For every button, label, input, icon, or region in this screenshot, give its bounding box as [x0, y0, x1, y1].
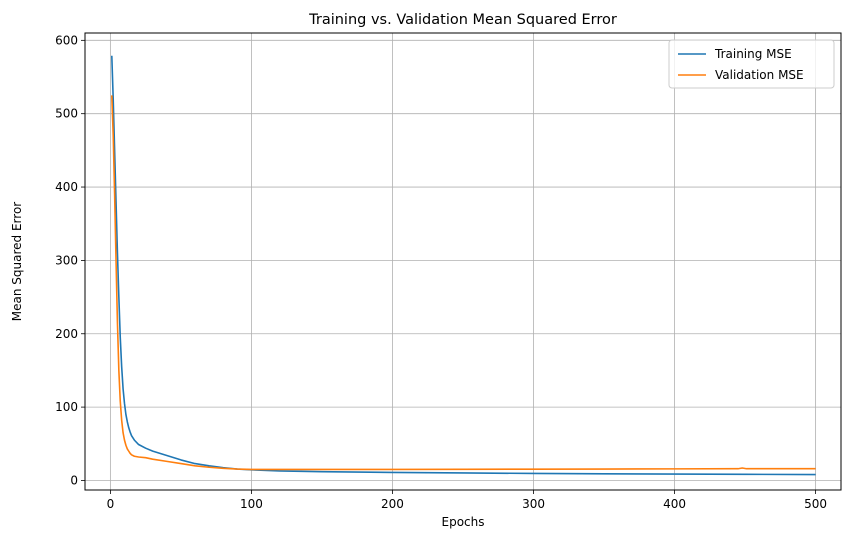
series-line-validation-mse [111, 95, 816, 471]
legend: Training MSE Validation MSE [668, 39, 835, 89]
plot-frame [84, 32, 842, 491]
y-tick-label: 0 [70, 473, 78, 487]
series-line-training-mse [111, 55, 816, 476]
x-tick-label: 200 [381, 497, 404, 511]
y-ticks: 0 100 200 300 400 500 600 [55, 33, 85, 487]
legend-label: Validation MSE [715, 68, 804, 82]
legend-box [668, 39, 835, 89]
y-tick-label: 100 [55, 400, 78, 414]
x-tick-label: 0 [107, 497, 115, 511]
y-axis-title: Mean Squared Error [10, 202, 24, 322]
y-tick-label: 400 [55, 180, 78, 194]
x-tick-label: 300 [522, 497, 545, 511]
y-tick-label: 600 [55, 33, 78, 47]
x-ticks: 0 100 200 300 400 500 [107, 490, 827, 511]
chart-title: Training vs. Validation Mean Squared Err… [308, 12, 617, 28]
x-axis-title: Epochs [442, 515, 485, 529]
legend-label: Training MSE [714, 47, 792, 61]
y-tick-label: 300 [55, 253, 78, 267]
plot-lines [111, 55, 816, 476]
y-tick-label: 500 [55, 107, 78, 121]
grid [85, 33, 841, 490]
x-tick-label: 500 [804, 497, 827, 511]
x-tick-label: 100 [240, 497, 263, 511]
y-tick-label: 200 [55, 327, 78, 341]
x-tick-label: 400 [663, 497, 686, 511]
